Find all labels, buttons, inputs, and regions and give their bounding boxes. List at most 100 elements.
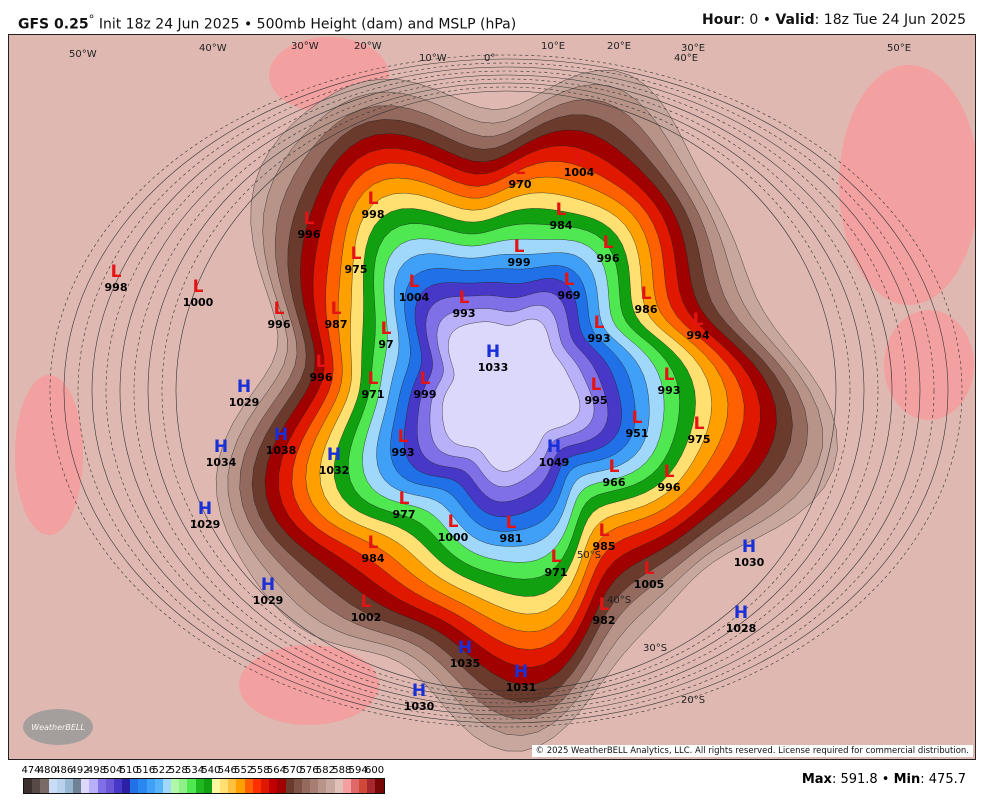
colorbar-swatch bbox=[89, 779, 98, 793]
graticule-label: 30°S bbox=[643, 643, 668, 654]
pressure-value: 971 bbox=[544, 566, 568, 579]
high-height-patch bbox=[884, 310, 974, 420]
pressure-value: 996 bbox=[267, 318, 291, 331]
low-pressure-center: L 971 bbox=[353, 371, 393, 402]
graticule-label: 50°W bbox=[69, 49, 97, 60]
colorbar-swatch bbox=[56, 779, 65, 793]
low-pressure-center: L 1002 bbox=[346, 592, 386, 625]
colorbar-swatch bbox=[342, 779, 351, 793]
colorbar-tick: 582 bbox=[315, 765, 336, 776]
colorbar-swatch bbox=[277, 779, 286, 793]
graticule-label: 30°W bbox=[291, 41, 319, 52]
pressure-value: 975 bbox=[687, 433, 711, 446]
pressure-value: 1034 bbox=[205, 456, 237, 469]
high-pressure-center: H 1029 bbox=[248, 575, 288, 608]
graticule-label: 50°S bbox=[577, 550, 602, 561]
pressure-value: 985 bbox=[592, 540, 616, 553]
low-pressure-center: L 1005 bbox=[629, 561, 669, 592]
colorbar-swatch bbox=[293, 779, 302, 793]
colorbar-swatch bbox=[269, 779, 278, 793]
system-letter: L bbox=[447, 512, 459, 532]
colorbar-tick: 528 bbox=[168, 765, 188, 776]
low-pressure-center: L 987 bbox=[316, 301, 356, 332]
system-letter: L bbox=[590, 375, 602, 395]
colorbar-swatch bbox=[81, 779, 90, 793]
system-letter: L bbox=[419, 369, 431, 389]
isobar bbox=[119, 74, 893, 708]
low-pressure-center: L 995 bbox=[576, 375, 616, 408]
colorbar-tick: 522 bbox=[152, 765, 172, 776]
colorbar-swatch bbox=[171, 779, 180, 793]
system-letter: L bbox=[350, 244, 362, 264]
pressure-value: 1004 bbox=[398, 291, 430, 304]
pressure-value: 1028 bbox=[725, 622, 757, 635]
colorbar-swatch bbox=[64, 779, 74, 793]
system-letter: H bbox=[733, 603, 749, 623]
high-pressure-center: H 1031 bbox=[501, 664, 541, 695]
system-letter: H bbox=[485, 342, 501, 362]
pressure-value: 1038 bbox=[265, 444, 297, 457]
pressure-value: 1005 bbox=[633, 578, 665, 591]
high-pressure-center: H 1028 bbox=[721, 603, 761, 636]
pressure-value: 996 bbox=[596, 252, 620, 265]
system-letter: H bbox=[741, 537, 757, 557]
colorbar-swatch bbox=[105, 779, 114, 793]
colorbar-tick: 552 bbox=[234, 765, 254, 776]
system-letter: H bbox=[260, 575, 276, 595]
low-pressure-center: L 971 bbox=[536, 549, 576, 580]
isobar bbox=[105, 70, 907, 712]
colorbar-tick: 480 bbox=[37, 765, 57, 776]
system-letter: L bbox=[513, 237, 525, 257]
pressure-value: 1030 bbox=[733, 556, 765, 569]
pressure-value: 998 bbox=[104, 281, 128, 294]
colorbar-swatch bbox=[154, 779, 163, 793]
pressure-value: 1000 bbox=[437, 531, 469, 544]
low-pressure-center: L 994 bbox=[678, 312, 718, 343]
low-pressure-center: L 993 bbox=[444, 288, 484, 321]
pressure-value: 1000 bbox=[182, 296, 214, 309]
colorbar-swatch bbox=[326, 779, 335, 793]
colorbar-swatch bbox=[130, 779, 139, 793]
pressure-value: 1004 bbox=[563, 166, 595, 179]
high-pressure-center: H 1035 bbox=[445, 640, 485, 671]
system-letter: H bbox=[197, 499, 213, 519]
low-pressure-center: L 993 bbox=[649, 367, 689, 398]
copyright: © 2025 WeatherBELL Analytics, LLC. All r… bbox=[531, 745, 973, 757]
colorbar-swatch bbox=[97, 779, 106, 793]
colorbar-swatch bbox=[260, 779, 270, 793]
colorbar-swatch bbox=[73, 779, 82, 793]
colorbar-tick: 600 bbox=[365, 765, 385, 776]
colorbar-swatch bbox=[203, 779, 212, 793]
pressure-value: 998 bbox=[361, 208, 385, 221]
graticule-label: 40°E bbox=[674, 53, 699, 64]
system-letter: L bbox=[380, 319, 392, 339]
pressure-value: 951 bbox=[625, 427, 649, 440]
system-letter: H bbox=[236, 377, 252, 397]
system-letter: L bbox=[398, 489, 410, 509]
height-band bbox=[441, 318, 581, 472]
pressure-value: 994 bbox=[686, 329, 710, 342]
pressure-value: 971 bbox=[361, 388, 385, 401]
system-letter: L bbox=[458, 288, 470, 308]
high-pressure-center: H 1030 bbox=[399, 683, 439, 714]
pressure-value: 1029 bbox=[252, 594, 284, 607]
colorbar-tick: 504 bbox=[103, 765, 123, 776]
graticule-label: 50°E bbox=[887, 43, 912, 54]
colorbar-swatch bbox=[301, 779, 311, 793]
pressure-value: 984 bbox=[361, 552, 385, 565]
colorbar-swatch bbox=[24, 779, 33, 793]
pressure-value: 996 bbox=[657, 481, 681, 494]
high-pressure-center: H 1029 bbox=[185, 499, 225, 532]
colorbar-swatch bbox=[310, 779, 319, 793]
low-pressure-center: L 1000 bbox=[433, 512, 473, 545]
system-letter: L bbox=[397, 427, 409, 447]
colorbar-tick: 540 bbox=[201, 765, 221, 776]
system-letter: L bbox=[563, 270, 575, 290]
system-letter: L bbox=[360, 592, 372, 612]
colorbar-tick: 534 bbox=[185, 765, 205, 776]
colorbar-swatch bbox=[162, 779, 172, 793]
system-letter: L bbox=[110, 262, 122, 282]
isobar bbox=[91, 66, 921, 716]
pressure-value: 1030 bbox=[403, 700, 435, 713]
system-letter: L bbox=[367, 189, 379, 209]
